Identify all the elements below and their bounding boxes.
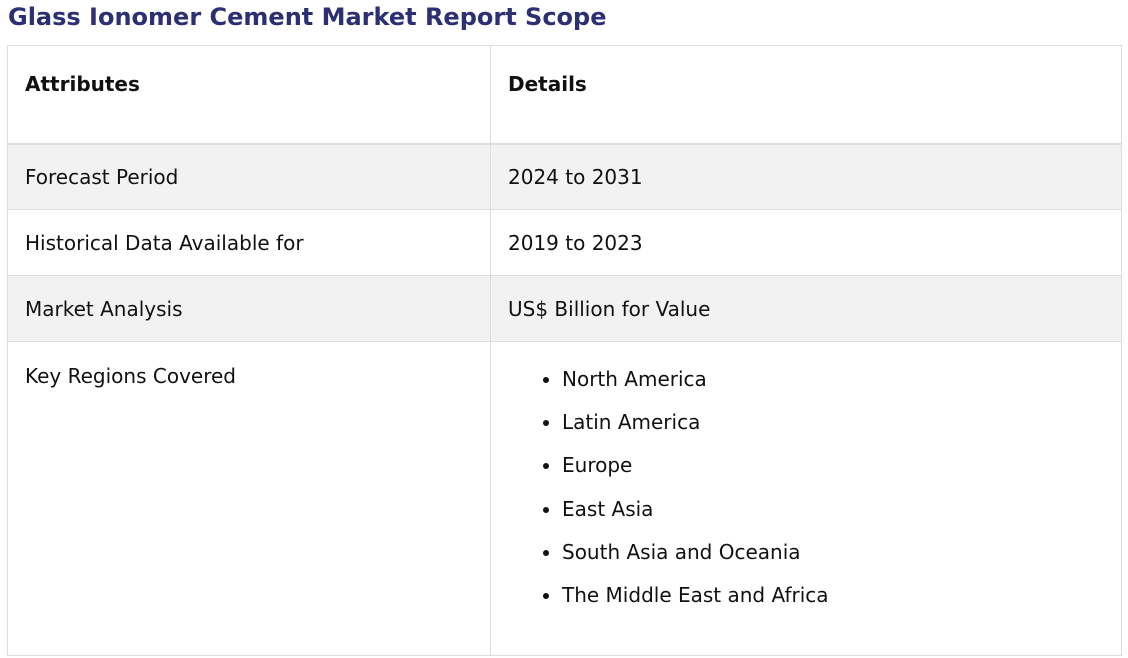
region-list-item: North America: [562, 367, 1104, 410]
attribute-cell: Forecast Period: [7, 143, 491, 210]
table-row: Forecast Period 2024 to 2031: [7, 143, 1122, 210]
table-row-regions: Key Regions Covered North America Latin …: [7, 341, 1122, 656]
column-header-attributes: Attributes: [7, 45, 491, 145]
attribute-cell: Historical Data Available for: [7, 209, 491, 276]
region-list-item: South Asia and Oceania: [562, 540, 1104, 583]
report-scope-table: Attributes Details Forecast Period 2024 …: [7, 45, 1122, 656]
table-header-row: Attributes Details: [7, 45, 1122, 145]
table-row: Market Analysis US$ Billion for Value: [7, 275, 1122, 342]
attribute-cell: Key Regions Covered: [7, 341, 491, 656]
detail-cell: US$ Billion for Value: [490, 275, 1122, 342]
detail-cell: 2024 to 2031: [490, 143, 1122, 210]
region-list-item: The Middle East and Africa: [562, 583, 1104, 626]
region-list-item: East Asia: [562, 497, 1104, 540]
detail-cell: 2019 to 2023: [490, 209, 1122, 276]
column-header-details: Details: [490, 45, 1122, 145]
page-title: Glass Ionomer Cement Market Report Scope: [8, 3, 607, 31]
region-list: North America Latin America Europe East …: [508, 367, 1104, 626]
region-list-item: Europe: [562, 453, 1104, 496]
attribute-cell: Market Analysis: [7, 275, 491, 342]
detail-cell: North America Latin America Europe East …: [490, 341, 1122, 656]
region-list-item: Latin America: [562, 410, 1104, 453]
table-row: Historical Data Available for 2019 to 20…: [7, 209, 1122, 276]
